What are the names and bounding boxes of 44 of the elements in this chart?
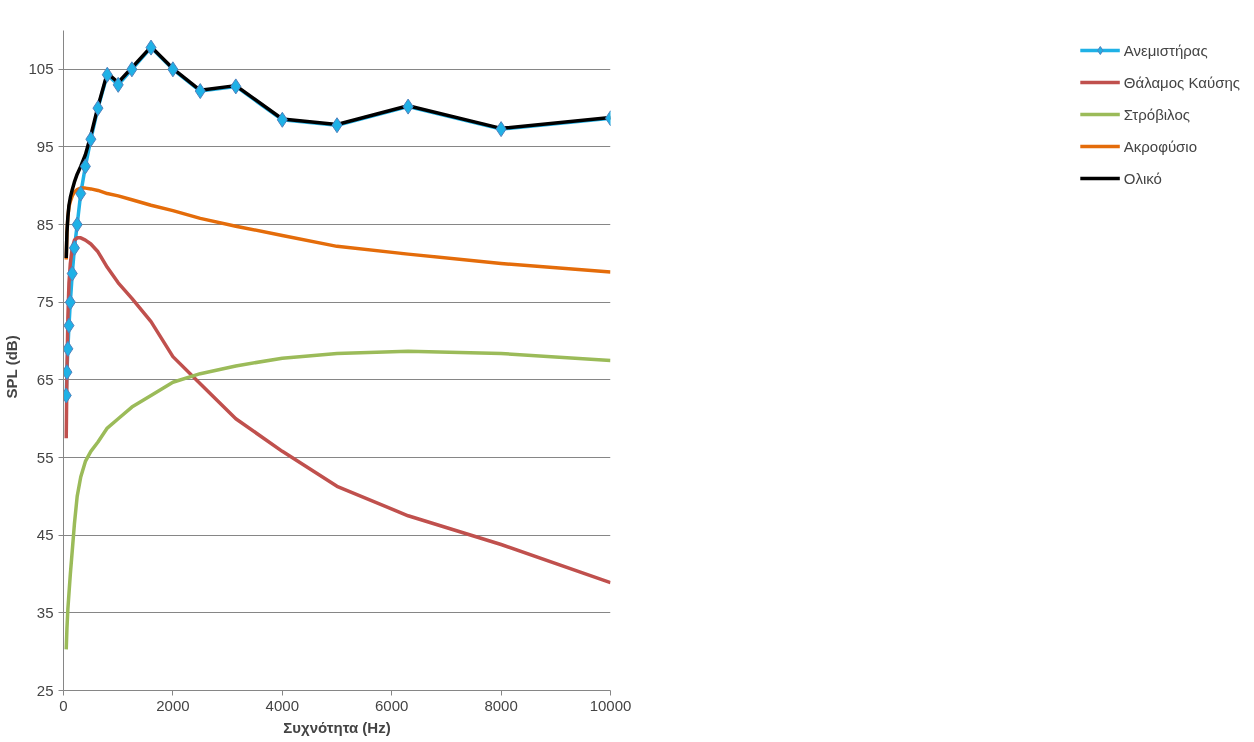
point xyxy=(101,66,113,83)
point xyxy=(79,158,91,175)
y-tick-label: 55 xyxy=(36,448,54,466)
point xyxy=(68,239,80,256)
point xyxy=(230,78,242,95)
point xyxy=(145,39,157,56)
point xyxy=(92,100,104,117)
x-tick-label: 8000 xyxy=(484,696,518,714)
point xyxy=(64,294,76,311)
point xyxy=(112,76,124,93)
y-tick-label: 25 xyxy=(36,681,54,699)
point xyxy=(402,98,414,115)
x-tick-label: 10000 xyxy=(589,696,632,714)
point xyxy=(71,216,83,233)
point xyxy=(331,117,343,134)
point xyxy=(495,121,507,138)
y-tick-label: 105 xyxy=(28,60,54,78)
y-tick-label: 65 xyxy=(36,370,54,388)
x-tick-label: 0 xyxy=(59,696,68,714)
x-tick-label: 4000 xyxy=(265,696,299,714)
line-series xyxy=(64,349,611,652)
y-tick-label: 75 xyxy=(36,293,54,311)
y-axis-title: SPL (dB) xyxy=(3,335,21,399)
point xyxy=(276,111,288,128)
line-series xyxy=(64,236,611,585)
legend-label: Στρόβιλος xyxy=(1123,105,1190,123)
x-tick-label: 2000 xyxy=(156,696,190,714)
y-tick-label: 45 xyxy=(36,526,54,544)
point xyxy=(126,61,138,78)
y-tick-label: 35 xyxy=(36,603,54,621)
legend-label: Ανεμιστήρας xyxy=(1123,41,1208,59)
x-axis-title: Συχνότητα (Hz) xyxy=(283,718,391,736)
point xyxy=(66,265,78,282)
legend-label: Θάλαμος Καύσης xyxy=(1123,73,1240,91)
point xyxy=(75,185,87,202)
x-tick-label: 6000 xyxy=(375,696,409,714)
point xyxy=(194,83,206,100)
y-tick-label: 95 xyxy=(36,137,54,155)
legend-label: Ολικό xyxy=(1123,169,1162,187)
legend-label: Ακροφύσιο xyxy=(1123,137,1198,155)
point xyxy=(63,317,75,334)
point xyxy=(85,131,97,148)
point xyxy=(167,61,179,78)
y-tick-label: 85 xyxy=(36,215,54,233)
